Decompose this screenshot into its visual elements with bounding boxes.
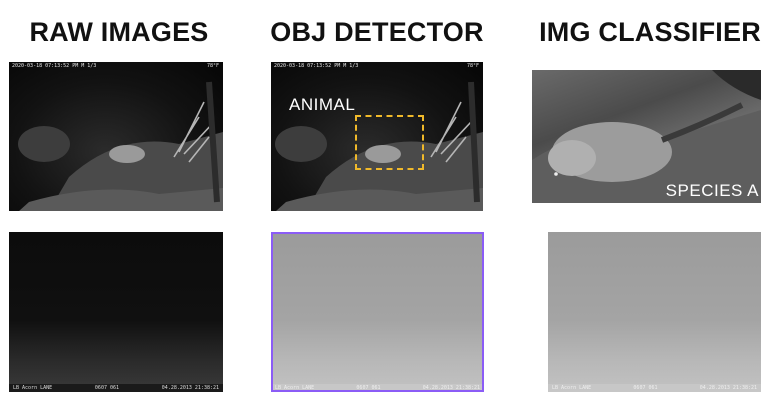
classifier-species-label: SPECIES A xyxy=(665,181,759,200)
selected-frame-highlight[interactable] xyxy=(271,232,484,392)
detector-animal-label: ANIMAL xyxy=(289,95,356,114)
classifier-grey-stamp-date: 04.28.2013 21:38:21 xyxy=(699,385,757,391)
detector-image-beaver: 2020-03-18 07:13:52 PM M 1/3 78°F ANIMAL xyxy=(271,62,483,211)
classifier-image-enhanced-frame: LB Acorn LANE 0607 061 04.28.2013 21:38:… xyxy=(548,232,761,392)
raw-stamp-right: 78°F xyxy=(206,63,219,69)
raw-image-dark-frame: LB Acorn LANE 0607 061 04.28.2013 21:38:… xyxy=(9,232,223,392)
classifier-grey-stamp-bar: LB Acorn LANE 0607 061 04.28.2013 21:38:… xyxy=(548,384,761,392)
classifier-grey-stamp-camera: LB Acorn LANE xyxy=(552,385,592,391)
column-title-raw-images: RAW IMAGES xyxy=(29,17,209,47)
detector-image-enhanced-frame: LB Acorn LANE 0607 061 04.28.2013 21:38:… xyxy=(271,232,484,392)
raw-image-beaver: 2020-03-18 07:13:52 PM M 1/3 78°F xyxy=(9,62,223,211)
raw-scene-drawing xyxy=(18,81,223,211)
detector-grey-stamp-camera: LB Acorn LANE xyxy=(275,385,315,391)
column-title-obj-detector: OBJ DETECTOR xyxy=(270,17,484,47)
raw-stamp-left: 2020-03-18 07:13:52 PM M 1/3 xyxy=(12,63,97,69)
raw-dark-stamp-camera: LB Acorn LANE xyxy=(13,385,53,391)
classifier-scene-drawing xyxy=(532,70,761,203)
raw-dark-stamp-date: 04.28.2013 21:38:21 xyxy=(161,385,219,391)
detector-grey-stamp-mid: 0607 061 xyxy=(356,385,381,391)
detector-stamp-left: 2020-03-18 07:13:52 PM M 1/3 xyxy=(274,63,359,69)
detector-grey-stamp-date: 04.28.2013 21:38:21 xyxy=(422,385,480,391)
classifier-crop-beaver: SPECIES A xyxy=(532,70,761,203)
detection-bounding-box[interactable] xyxy=(355,115,424,170)
detector-scene-drawing xyxy=(275,81,483,211)
raw-dark-stamp-mid: 0607 061 xyxy=(94,385,120,391)
raw-dark-stamp-bar: LB Acorn LANE 0607 061 04.28.2013 21:38:… xyxy=(9,384,223,392)
classifier-grey-stamp-mid: 0607 061 xyxy=(633,385,658,391)
column-title-img-classifier: IMG CLASSIFIER xyxy=(539,17,761,47)
detector-grey-stamp-bar: LB Acorn LANE 0607 061 04.28.2013 21:38:… xyxy=(271,384,484,392)
detector-stamp-right: 78°F xyxy=(466,63,479,69)
